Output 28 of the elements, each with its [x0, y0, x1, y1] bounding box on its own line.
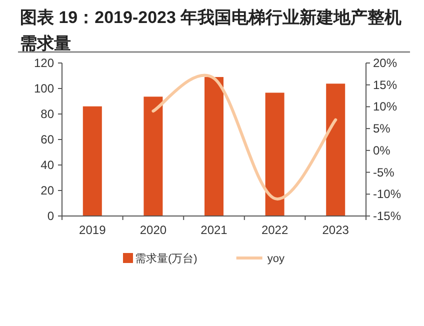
bar — [204, 77, 224, 216]
y-tick-label: 120 — [34, 56, 54, 70]
bar — [82, 106, 102, 216]
y-tick-label: 80 — [40, 107, 54, 121]
y-tick-label: 0 — [47, 209, 54, 223]
y2-tick-label: 5% — [373, 122, 391, 136]
y-tick-label: 60 — [40, 132, 54, 146]
bar — [144, 96, 163, 216]
legend-label: 需求量(万台) — [135, 252, 198, 265]
y2-tick-label: 15% — [373, 78, 398, 92]
bar — [326, 84, 346, 216]
x-tick-label: 2022 — [261, 223, 288, 237]
y-tick-label: 40 — [40, 158, 54, 172]
y2-tick-label: -5% — [373, 165, 395, 180]
y2-tick-label: 0% — [373, 143, 391, 158]
y-tick-label: 20 — [40, 184, 54, 198]
bar — [265, 92, 284, 216]
legend-label: yoy — [267, 253, 285, 265]
chart-title: 图表 19：2019-2023 年我国电梯行业新建地产整机需求量 — [20, 8, 402, 53]
y2-tick-label: 10% — [373, 100, 398, 114]
y2-tick-label: -10% — [373, 187, 402, 202]
y-tick-label: 100 — [34, 82, 54, 96]
x-tick-label: 2020 — [140, 223, 167, 237]
y2-tick-label: 20% — [373, 56, 398, 70]
x-tick-label: 2021 — [200, 223, 228, 237]
y2-tick-label: -15% — [373, 209, 402, 223]
x-tick-label: 2023 — [322, 223, 350, 237]
x-tick-label: 2019 — [79, 223, 106, 237]
